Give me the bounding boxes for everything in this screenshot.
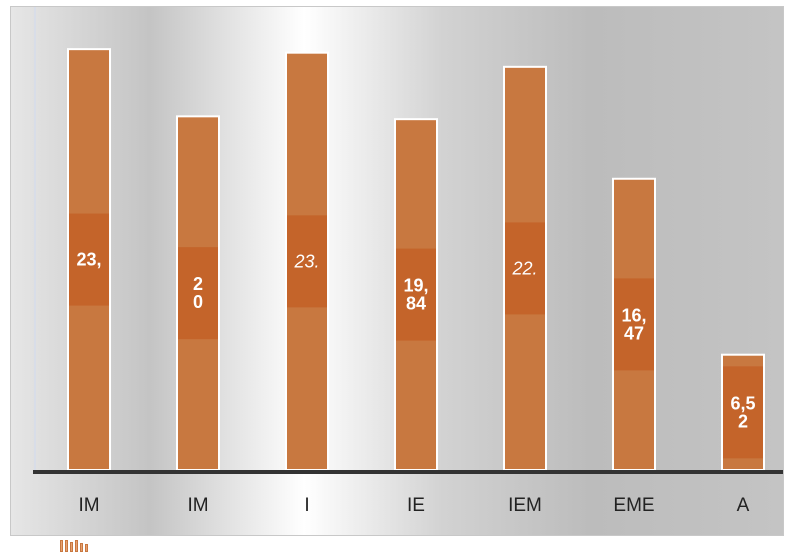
category-label-3: IE xyxy=(407,495,425,516)
data-label-3-1: 84 xyxy=(406,294,426,314)
data-label-1-0: 2 xyxy=(193,274,203,294)
data-label-2-0: 23. xyxy=(293,251,319,271)
data-label-1-1: 0 xyxy=(193,292,203,312)
data-label-5-0: 16, xyxy=(621,305,646,325)
data-label-box-1 xyxy=(178,247,218,340)
category-labels: IM IM I IE IEM EME A xyxy=(78,495,749,516)
chart-plot-area: 23, 2 0 23. 19, 84 22. 16, 47 6,5 2 IM IM I IE IEM EME A xyxy=(10,6,784,536)
bar-chart-thumbnail-icon xyxy=(60,538,100,552)
data-label-3-0: 19, xyxy=(403,276,428,296)
category-label-2: I xyxy=(304,495,309,516)
data-label-box-5 xyxy=(614,278,654,371)
data-label-0-0: 23, xyxy=(76,250,101,270)
data-label-box-4 xyxy=(505,222,545,315)
data-label-box-2 xyxy=(287,215,327,308)
category-label-1: IM xyxy=(187,495,208,516)
category-label-0: IM xyxy=(78,495,99,516)
category-label-4: IEM xyxy=(508,495,542,516)
data-label-6-0: 6,5 xyxy=(730,393,755,413)
data-label-box-0 xyxy=(69,213,109,306)
category-label-6: A xyxy=(737,495,750,516)
data-label-5-1: 47 xyxy=(624,323,644,343)
data-label-box-3 xyxy=(396,248,436,341)
data-label-4-0: 22. xyxy=(511,258,537,278)
data-label-box-6 xyxy=(723,366,763,459)
category-label-5: EME xyxy=(613,495,654,516)
data-label-6-1: 2 xyxy=(738,411,748,431)
